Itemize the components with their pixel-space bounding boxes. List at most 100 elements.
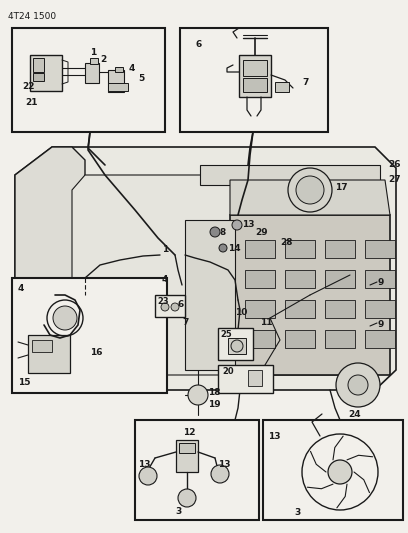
Text: 6: 6: [195, 40, 201, 49]
Bar: [365, 300, 395, 318]
Text: 6: 6: [177, 300, 183, 309]
Circle shape: [232, 220, 242, 230]
Bar: [33, 73, 44, 81]
Text: 9: 9: [378, 320, 384, 329]
Text: 4: 4: [162, 275, 169, 284]
Bar: [245, 300, 275, 318]
Text: 14: 14: [228, 244, 241, 253]
Circle shape: [139, 467, 157, 485]
Circle shape: [161, 303, 169, 311]
Bar: [33, 58, 44, 72]
Bar: [30, 55, 62, 91]
Bar: [285, 240, 315, 258]
Circle shape: [296, 176, 324, 204]
Bar: [248, 370, 262, 386]
Text: 3: 3: [175, 507, 181, 516]
Bar: [12, 28, 165, 132]
Bar: [245, 240, 275, 258]
Bar: [285, 300, 315, 318]
Text: 12: 12: [183, 428, 195, 437]
Text: 9: 9: [378, 278, 384, 287]
Text: 13: 13: [268, 432, 281, 441]
Text: 27: 27: [388, 175, 401, 184]
Bar: [243, 60, 267, 76]
Text: 13: 13: [242, 220, 255, 229]
Circle shape: [219, 244, 227, 252]
Bar: [200, 165, 380, 185]
Text: 28: 28: [280, 238, 293, 247]
Circle shape: [210, 227, 220, 237]
Bar: [285, 330, 315, 348]
Circle shape: [328, 460, 352, 484]
Bar: [325, 240, 355, 258]
Bar: [155, 295, 185, 317]
Circle shape: [288, 168, 332, 212]
Polygon shape: [230, 215, 390, 375]
Text: 15: 15: [18, 378, 31, 387]
Bar: [218, 365, 273, 393]
Bar: [325, 270, 355, 288]
Bar: [365, 270, 395, 288]
Text: 18: 18: [208, 388, 220, 397]
Text: 21: 21: [25, 98, 38, 107]
Bar: [285, 270, 315, 288]
Text: 25: 25: [220, 330, 232, 339]
Bar: [108, 70, 124, 92]
Text: 1: 1: [162, 245, 168, 254]
Bar: [325, 330, 355, 348]
Text: 24: 24: [348, 410, 361, 419]
Circle shape: [348, 375, 368, 395]
Bar: [239, 55, 271, 97]
Circle shape: [231, 340, 243, 352]
Text: 4: 4: [18, 284, 24, 293]
Text: 4: 4: [129, 64, 135, 73]
Bar: [90, 58, 98, 64]
Bar: [365, 240, 395, 258]
Polygon shape: [72, 175, 385, 375]
Bar: [85, 63, 99, 83]
Text: 19: 19: [208, 400, 221, 409]
Text: 17: 17: [335, 183, 348, 192]
Bar: [228, 338, 246, 354]
Bar: [243, 78, 267, 92]
Text: 7: 7: [182, 318, 188, 327]
Text: 10: 10: [235, 308, 247, 317]
Circle shape: [53, 306, 77, 330]
Bar: [218, 328, 253, 360]
Text: 4T24 1500: 4T24 1500: [8, 12, 56, 21]
Text: 8: 8: [220, 228, 226, 237]
Text: 26: 26: [388, 160, 401, 169]
Text: 22: 22: [22, 82, 35, 91]
Bar: [179, 443, 195, 453]
Bar: [245, 270, 275, 288]
Text: 7: 7: [302, 78, 308, 87]
Text: 3: 3: [294, 508, 300, 517]
Text: 13: 13: [218, 460, 231, 469]
Bar: [185, 220, 235, 370]
Bar: [135, 420, 259, 520]
Bar: [12, 278, 167, 393]
Polygon shape: [15, 147, 396, 390]
Text: 16: 16: [90, 348, 102, 357]
Text: 23: 23: [157, 297, 169, 306]
Text: 20: 20: [222, 367, 234, 376]
Bar: [325, 300, 355, 318]
Circle shape: [178, 489, 196, 507]
Text: 13: 13: [138, 460, 151, 469]
Circle shape: [171, 303, 179, 311]
Bar: [275, 82, 289, 92]
Circle shape: [188, 385, 208, 405]
Circle shape: [336, 363, 380, 407]
Text: 1: 1: [90, 48, 96, 57]
Bar: [108, 83, 128, 91]
Bar: [180, 28, 328, 132]
Text: 5: 5: [138, 74, 144, 83]
Polygon shape: [15, 147, 85, 360]
Bar: [28, 335, 70, 373]
Bar: [32, 340, 52, 352]
Bar: [245, 330, 275, 348]
Bar: [263, 420, 403, 520]
Text: 29: 29: [255, 228, 268, 237]
Polygon shape: [230, 180, 390, 215]
Text: 2: 2: [100, 55, 106, 64]
